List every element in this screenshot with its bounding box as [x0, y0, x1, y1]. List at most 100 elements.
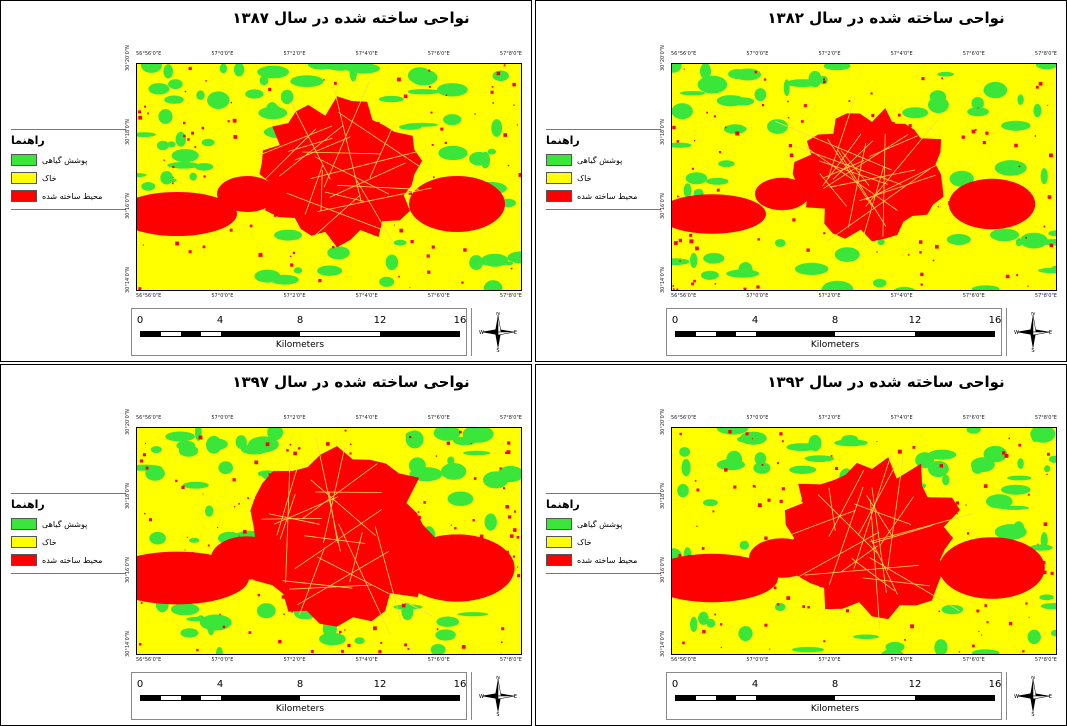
road-line [817, 494, 878, 554]
road-line [353, 175, 398, 251]
built-speckle [693, 279, 696, 283]
built-speckle [395, 500, 399, 504]
built-speckle [678, 554, 682, 558]
vegetation-patch [928, 460, 949, 478]
built-speckle [988, 582, 991, 585]
legend-swatch [11, 554, 37, 566]
built-speckle [757, 503, 762, 508]
built-speckle [777, 462, 779, 465]
road-line [287, 137, 333, 152]
built-speckle [503, 133, 507, 137]
vegetation-patch [140, 64, 162, 73]
compass-label: S [1031, 348, 1034, 352]
scale-segment [160, 332, 181, 336]
compass-label: S [496, 348, 499, 352]
compass-label: W [1014, 694, 1019, 700]
legend-item: محیط ساخته شده [546, 187, 661, 205]
vegetation-patch [180, 628, 199, 638]
built-speckle [676, 140, 680, 143]
top-coordinate-labels: 56°56'0"E 57°0'0"E 57°2'0"E 57°4'0"E 57°6'0"… [671, 51, 1057, 61]
built-speckle [700, 558, 704, 563]
vegetation-patch [176, 440, 196, 451]
built-speckle [318, 279, 322, 283]
vegetation-patch [753, 462, 771, 474]
road-line [851, 558, 895, 592]
vegetation-patch [986, 494, 1013, 509]
road-line [290, 101, 331, 180]
built-speckle [843, 147, 847, 150]
built-speckle [138, 643, 142, 646]
built-speckle [904, 483, 908, 487]
built-speckle [291, 654, 294, 655]
built-speckle [191, 552, 194, 555]
built-speckle [862, 570, 865, 573]
vegetation-patch [823, 64, 851, 71]
vegetation-patch [379, 276, 395, 287]
built-speckle [792, 218, 796, 222]
built-speckle [304, 592, 307, 595]
longitude-label: 57°2'0"E [818, 51, 841, 57]
built-speckle [318, 130, 323, 135]
built-speckle [417, 511, 420, 513]
built-speckle [201, 126, 205, 130]
built-speckle [357, 531, 359, 533]
built-speckle [429, 196, 434, 201]
built-speckle [292, 251, 296, 255]
built-speckle [1008, 621, 1013, 626]
scale-unit: Kilometers [810, 340, 860, 350]
built-speckle [187, 138, 190, 141]
built-speckle [691, 590, 696, 594]
vegetation-patch [683, 183, 692, 199]
built-speckle [202, 245, 206, 249]
land-cover-raster [672, 428, 1056, 654]
built-speckle [462, 594, 466, 598]
built-speckle [145, 442, 146, 444]
vegetation-patch [194, 163, 214, 171]
built-speckle [910, 624, 914, 629]
built-speckle [423, 501, 426, 504]
built-speckle [674, 241, 678, 245]
built-speckle [743, 287, 747, 290]
built-speckle [489, 587, 493, 591]
built-speckle [688, 555, 691, 558]
built-speckle [958, 651, 961, 653]
built-speckle [461, 281, 464, 284]
road-line [304, 165, 323, 215]
road-line [338, 523, 391, 635]
built-speckle [474, 113, 476, 115]
vegetation-patch [235, 435, 247, 450]
built-speckle [823, 232, 826, 235]
built-area-extension [217, 176, 277, 212]
built-speckle [254, 460, 259, 465]
built-area-extension [399, 534, 515, 602]
scale-bar: 0 4 8 12 16 Kilometers [666, 672, 1002, 720]
vegetation-patch [163, 64, 173, 79]
longitude-label: 57°6'0"E [962, 51, 985, 57]
built-speckle [431, 245, 435, 249]
road-line [258, 125, 333, 156]
longitude-label: 57°8'0"E [499, 415, 522, 421]
built-speckle [247, 497, 249, 499]
built-speckle [380, 642, 383, 644]
vegetation-patch [167, 141, 176, 148]
vegetation-patch [754, 88, 767, 102]
built-speckle [801, 499, 804, 502]
legend-label: پوشش گیاهی [577, 155, 623, 165]
built-speckle [876, 441, 878, 443]
vegetation-patch [971, 285, 1000, 290]
built-speckle [484, 190, 488, 193]
built-speckle [1027, 493, 1030, 496]
vegetation-patch [1048, 455, 1056, 463]
longitude-label: 57°2'0"E [283, 293, 306, 299]
built-speckle [248, 205, 252, 208]
built-speckle [222, 625, 226, 629]
built-speckle [1008, 437, 1010, 440]
legend: راهنما پوشش گیاهی خاک محیط ساخته شده [11, 493, 126, 574]
vegetation-patch [158, 109, 173, 124]
built-speckle [278, 639, 282, 644]
scale-tick-label: 0 [136, 315, 144, 326]
road-line [802, 144, 898, 211]
vegetation-patch [1001, 120, 1031, 131]
top-coordinate-labels: 56°56'0"E 57°0'0"E 57°2'0"E 57°4'0"E 57°6'0"… [136, 415, 522, 425]
built-speckle [935, 244, 939, 249]
